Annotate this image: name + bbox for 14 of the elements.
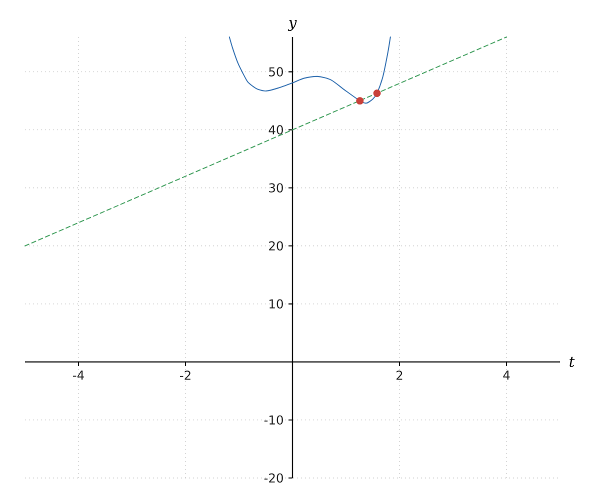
x-tick-label: -4: [72, 370, 84, 380]
y-tick-label: 40: [268, 125, 283, 134]
y-tick-label: 10: [270, 299, 283, 309]
x-tick-label: -2: [180, 370, 190, 380]
x-tick-label: 2: [396, 370, 402, 380]
x-axis-title: t: [570, 356, 575, 368]
y-axis-title: y: [288, 20, 297, 31]
y-tick-label: -10: [264, 415, 283, 425]
y-tick-label: 30: [269, 183, 283, 192]
y-tick-label: 50: [269, 67, 283, 76]
y-tick-label: 20: [269, 241, 283, 251]
y-tick-label: -20: [264, 473, 283, 483]
x-tick-label: 4: [503, 370, 510, 380]
line-series: [228, 36, 391, 104]
